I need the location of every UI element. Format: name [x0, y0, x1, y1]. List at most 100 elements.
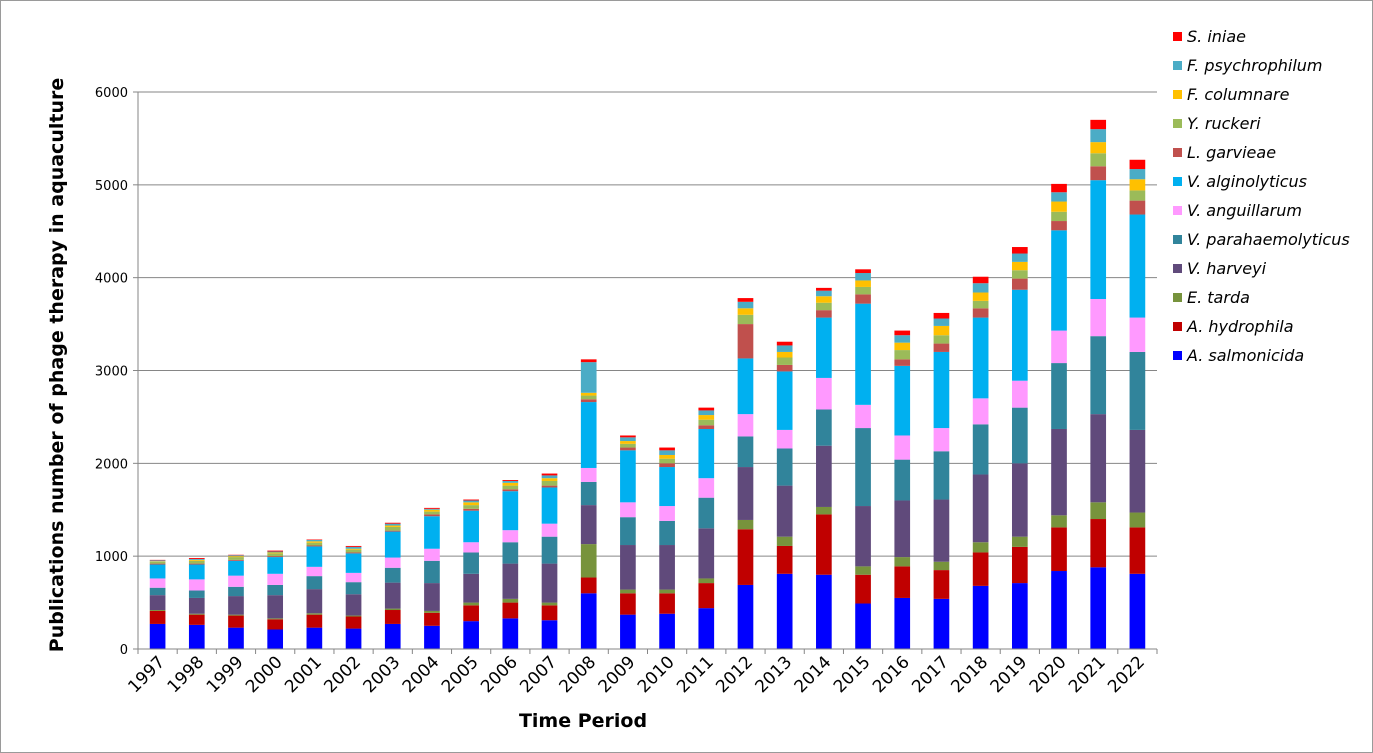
x-tick-label: 2011	[673, 652, 718, 697]
bar-segment	[737, 414, 754, 437]
bar-segment	[855, 603, 871, 649]
bar-segment	[1011, 253, 1028, 262]
bar-segment	[659, 467, 675, 507]
x-tick-label: 2017	[908, 652, 953, 697]
bar-segment	[972, 317, 989, 399]
bar-segment	[463, 510, 479, 543]
bar-segment	[776, 573, 793, 649]
bar-segment	[424, 516, 440, 549]
bar-segment	[1129, 351, 1146, 430]
bar-segment	[659, 458, 675, 464]
bar-segment	[228, 556, 244, 558]
bar-segment	[855, 428, 871, 507]
bar-stack-2003	[384, 522, 401, 649]
bar-segment	[306, 546, 323, 567]
bar-segment	[228, 557, 244, 560]
bar-segment	[424, 548, 440, 561]
bar-segment	[463, 552, 479, 574]
bar-segment	[502, 602, 519, 619]
bar-segment	[580, 544, 597, 578]
bar-segment	[463, 508, 479, 511]
bar-segment	[894, 597, 911, 649]
bar-segment	[1090, 142, 1107, 154]
bar-segment	[933, 351, 950, 429]
legend-item: V. harveyi	[1173, 259, 1267, 278]
bar-segment	[424, 625, 440, 649]
bar-segment	[620, 502, 636, 518]
y-tick-label: 0	[120, 643, 128, 658]
bar-segment	[776, 429, 793, 449]
bar-segment	[580, 359, 597, 363]
bar-segment	[188, 590, 205, 598]
bar-segment	[816, 506, 832, 515]
bar-stack-2010	[659, 447, 675, 649]
bar-segment	[188, 614, 205, 625]
bar-segment	[384, 557, 401, 568]
bar-segment	[972, 283, 989, 293]
x-tick-label: 2021	[1065, 652, 1110, 697]
legend-swatch	[1173, 322, 1182, 331]
bar-segment	[972, 292, 989, 301]
legend-item: E. tarda	[1173, 288, 1250, 307]
bar-segment	[620, 447, 636, 451]
bar-stack-2017	[933, 312, 950, 649]
bar-segment	[149, 610, 166, 624]
bar-segment	[267, 573, 284, 585]
bar-segment	[1051, 192, 1067, 202]
bar-segment	[384, 531, 401, 558]
bar-segment	[855, 404, 871, 429]
bar-segment	[816, 514, 832, 575]
bar-segment	[737, 308, 754, 315]
bar-segment	[698, 478, 715, 498]
bar-segment	[776, 364, 793, 372]
x-tick-label: 2005	[438, 652, 483, 697]
bar-segment	[345, 553, 362, 573]
bar-segment	[816, 377, 832, 410]
bar-segment	[698, 578, 715, 584]
bar-segment	[580, 467, 597, 482]
legend-swatch	[1173, 61, 1182, 70]
bar-stack-2022	[1129, 159, 1146, 649]
bar-segment	[541, 478, 558, 481]
x-tick-label: 2014	[791, 652, 836, 697]
bar-segment	[228, 627, 244, 649]
bar-segment	[149, 587, 166, 596]
legend-item: F. columnare	[1173, 85, 1290, 104]
bar-segment	[1129, 317, 1146, 352]
bar-segment	[816, 302, 832, 311]
bar-segment	[228, 586, 244, 597]
bar-segment	[424, 612, 440, 626]
legend-label: V. anguillarum	[1187, 201, 1302, 220]
bar-segment	[424, 560, 440, 584]
bar-stack-2016	[894, 330, 911, 649]
bar-segment	[933, 312, 950, 319]
bar-segment	[894, 365, 911, 436]
bar-segment	[894, 435, 911, 460]
bar-segment	[1090, 567, 1107, 649]
bar-segment	[384, 525, 401, 527]
legend-swatch	[1173, 119, 1182, 128]
bar-segment	[620, 517, 636, 546]
bar-segment	[620, 545, 636, 590]
bar-segment	[188, 579, 205, 591]
bar-segment	[1051, 221, 1067, 231]
bar-segment	[855, 506, 871, 567]
bar-segment	[855, 269, 871, 274]
bar-segment	[1051, 428, 1067, 516]
x-tick-label: 2016	[869, 652, 914, 697]
bar-segment	[855, 273, 871, 281]
bar-segment	[1090, 336, 1107, 415]
x-tick-label: 1998	[164, 652, 209, 697]
bar-segment	[502, 482, 519, 486]
bar-segment	[816, 574, 832, 649]
bar-segment	[228, 560, 244, 576]
bar-segment	[1129, 573, 1146, 649]
bar-segment	[149, 563, 166, 565]
bar-segment	[424, 583, 440, 611]
bar-segment	[463, 499, 479, 501]
legend-item: S. iniae	[1173, 27, 1246, 46]
bar-segment	[188, 558, 205, 559]
x-tick-label: 2004	[399, 652, 444, 697]
y-tick-label: 4000	[95, 272, 128, 287]
